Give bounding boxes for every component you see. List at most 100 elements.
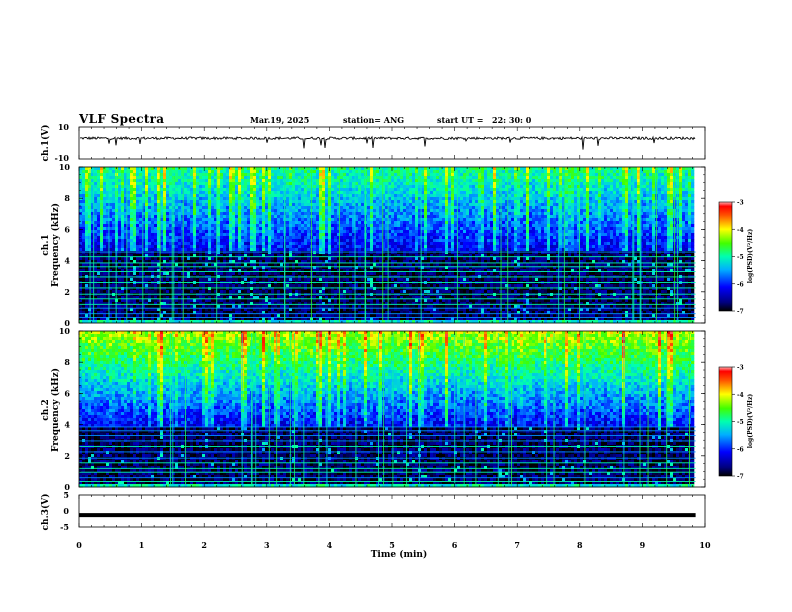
spectrogram-cell — [679, 218, 682, 221]
spectrogram-cell — [229, 170, 232, 173]
spectrogram-cell — [292, 233, 295, 236]
spectrogram-cell — [472, 194, 475, 197]
spectrogram-cell — [112, 179, 115, 182]
spectrogram-cell — [370, 182, 373, 185]
spectrogram-cell — [619, 206, 622, 209]
spectrogram-cell — [484, 179, 487, 182]
spectrogram-cell — [343, 215, 346, 218]
spectrogram-cell — [445, 197, 448, 200]
spectrogram-cell — [103, 191, 106, 194]
spectrogram-cell — [250, 200, 253, 203]
spectrogram-cell — [664, 173, 667, 176]
spectrogram-cell — [532, 227, 535, 230]
spectrogram-cell — [529, 233, 532, 236]
spectrogram-cell — [604, 221, 607, 224]
spectrogram-cell — [205, 227, 208, 230]
spectrogram-cell — [316, 200, 319, 203]
spectrogram-cell — [574, 212, 577, 215]
spectrogram-cell — [634, 173, 637, 176]
spectrogram-cell — [691, 176, 694, 179]
spectrogram-cell — [127, 212, 130, 215]
spectrogram-cell — [448, 209, 451, 212]
spectrogram-cell — [607, 194, 610, 197]
spectrogram-cell — [349, 215, 352, 218]
spectrogram-cell — [346, 173, 349, 176]
spectrogram-cell — [232, 185, 235, 188]
spectrogram-cell — [196, 194, 199, 197]
spectrogram-cell — [478, 197, 481, 200]
spectrogram-cell — [118, 173, 121, 176]
spectrogram-cell — [469, 215, 472, 218]
spectrogram-cell — [442, 197, 445, 200]
spectrogram-cell — [574, 221, 577, 224]
spectrogram-cell — [184, 227, 187, 230]
spectrogram-cell — [394, 227, 397, 230]
spectrogram-cell — [487, 188, 490, 191]
spectrogram-cell — [112, 215, 115, 218]
spectrogram-cell — [121, 170, 124, 173]
spectrogram-cell — [442, 203, 445, 206]
spectrogram-cell — [661, 209, 664, 212]
spectrogram-cell — [523, 179, 526, 182]
spectrogram-cell — [82, 176, 85, 179]
spectrogram-cell — [223, 218, 226, 221]
spectrogram-cell — [535, 170, 538, 173]
spectrogram-cell — [250, 203, 253, 206]
spectrogram-cell — [205, 176, 208, 179]
spectrogram-cell — [319, 176, 322, 179]
spectrogram-cell — [391, 227, 394, 230]
spectrogram-cell — [85, 194, 88, 197]
spectrogram-cell — [496, 170, 499, 173]
spectrogram-cell — [112, 224, 115, 227]
spectrogram-cell — [586, 236, 589, 239]
spectrogram-cell — [343, 188, 346, 191]
spectrogram-cell — [406, 188, 409, 191]
spectrogram-cell — [220, 197, 223, 200]
spectrogram-cell — [376, 203, 379, 206]
spectrogram-cell — [112, 221, 115, 224]
spectrogram-cell — [484, 215, 487, 218]
spectrogram-cell — [397, 236, 400, 239]
spectrogram-cell — [490, 173, 493, 176]
spectrogram-cell — [652, 212, 655, 215]
spectrogram-cell — [115, 227, 118, 230]
spectrogram-cell — [274, 194, 277, 197]
spectrogram-cell — [568, 188, 571, 191]
spectrogram-cell — [349, 173, 352, 176]
spectrogram-cell — [544, 230, 547, 233]
spectrogram-cell — [289, 212, 292, 215]
spectrogram-cell — [358, 209, 361, 212]
spectrogram-cell — [370, 206, 373, 209]
spectrogram-cell — [379, 185, 382, 188]
spectrogram-cell — [109, 221, 112, 224]
spectrogram-cell — [349, 176, 352, 179]
spectrogram-cell — [367, 167, 370, 170]
spectrogram-cell — [592, 194, 595, 197]
spectrogram-cell — [643, 167, 646, 170]
spectrogram-cell — [145, 233, 148, 236]
spectrogram-cell — [241, 221, 244, 224]
spectrogram-cell — [376, 224, 379, 227]
spectrogram-cell — [544, 182, 547, 185]
spectrogram-cell — [367, 224, 370, 227]
spectrogram-cell — [622, 179, 625, 182]
spectrogram-cell — [319, 227, 322, 230]
spectrogram-cell — [400, 200, 403, 203]
spectrogram-cell — [535, 221, 538, 224]
spectrogram-cell — [373, 215, 376, 218]
spectrogram-cell — [646, 191, 649, 194]
spectrogram-cell — [334, 167, 337, 170]
spectrogram-cell — [595, 167, 598, 170]
spectrogram-cell — [97, 233, 100, 236]
spectrogram-cell — [592, 215, 595, 218]
spectrogram-cell — [205, 209, 208, 212]
spectrogram-cell — [202, 209, 205, 212]
spectrogram-cell — [664, 236, 667, 239]
spectrogram-cell — [100, 224, 103, 227]
spectrogram-cell — [511, 236, 514, 239]
spectrogram-cell — [589, 233, 592, 236]
spectrogram-cell — [529, 215, 532, 218]
spectrogram-cell — [226, 191, 229, 194]
spectrogram-cell — [508, 170, 511, 173]
spectrogram-cell — [469, 230, 472, 233]
